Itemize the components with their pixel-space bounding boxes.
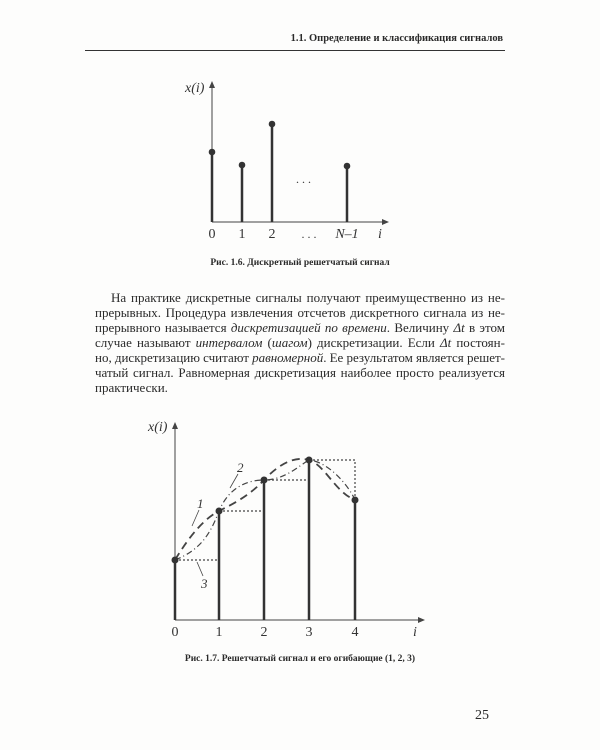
fig2-x-label: i <box>413 625 417 640</box>
fig1-tick-ellipsis: . . . <box>302 227 317 241</box>
running-head: 1.1. Определение и классификация сигнало… <box>290 33 503 44</box>
label-1-leader <box>191 509 200 527</box>
fig2-tick-1: 1 <box>216 625 223 640</box>
figure-1-caption: Рис. 1.6. Дискретный решетчатый сигнал <box>210 258 390 268</box>
label-3-leader <box>196 561 204 577</box>
label-2-leader <box>229 473 239 489</box>
paragraph-line: но, дискретизацию считают равномерной. Ее рез… <box>95 350 505 365</box>
paragraph-line: чатый сигнал. Равномерная дискретизация наиб… <box>95 365 505 380</box>
paragraph-line: случае называют интервалом (шагом) дискретиз… <box>95 335 505 350</box>
fig2-tick-0: 0 <box>172 625 179 640</box>
figure-2-caption: Рис. 1.7. Решетчатый сигнал и его огибаю… <box>184 654 416 664</box>
fig1-sample-dot-3 <box>343 162 351 170</box>
fig1-sample-dot-1 <box>238 161 246 169</box>
fig2-sample-dot-3 <box>305 456 313 464</box>
curve-label-2: 2 <box>237 460 244 475</box>
figure-2: 1 2 3 x(i) i 0 1 2 3 4 <box>147 420 425 640</box>
fig1-ellipsis: . . . <box>296 172 311 186</box>
fig1-sample-dot-0 <box>208 148 216 156</box>
paragraph-line: На практике дискретные сигналы получают преим… <box>111 290 505 305</box>
paragraph-line: прерывного называется дискретизацией по врем… <box>95 320 505 335</box>
fig1-tick-0: 0 <box>209 227 216 242</box>
fig1-tick-2: 2 <box>269 227 276 242</box>
fig1-y-label: x(i) <box>184 81 205 96</box>
fig2-tick-3: 3 <box>306 625 313 640</box>
fig2-sample-dot-4 <box>351 496 359 504</box>
figure-1: x(i) i . . . 0 1 2 . . . N–1 <box>184 81 389 242</box>
header-rule <box>85 50 505 51</box>
fig2-y-label: x(i) <box>147 420 168 435</box>
curve-label-3: 3 <box>200 576 208 591</box>
fig2-tick-2: 2 <box>261 625 268 640</box>
fig1-x-label: i <box>378 227 382 242</box>
page-number: 25 <box>475 708 489 723</box>
fig1-sample-dot-2 <box>268 120 276 128</box>
paragraph-line: прерывных. Процедура извлечения отсчетов дис… <box>95 305 505 320</box>
fig2-sample-dot-0 <box>171 556 179 564</box>
fig2-tick-4: 4 <box>352 625 359 640</box>
fig2-sample-dot-1 <box>215 507 223 515</box>
fig2-sample-dot-2 <box>260 476 268 484</box>
fig1-tick-1: 1 <box>239 227 246 242</box>
envelope-3-staircase <box>175 459 356 561</box>
fig1-tick-n-1: N–1 <box>334 227 358 242</box>
paragraph-line: практически. <box>95 380 168 395</box>
curve-label-1: 1 <box>197 496 204 511</box>
